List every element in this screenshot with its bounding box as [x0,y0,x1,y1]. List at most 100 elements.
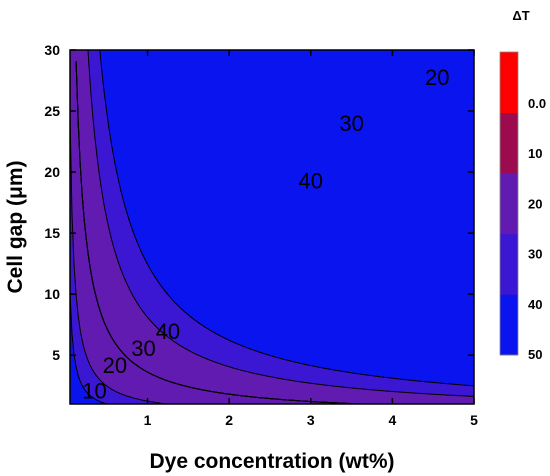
contour-cell [70,88,91,91]
contour-cell [72,188,103,191]
contour-cell [250,348,474,351]
contour-cell [74,254,117,257]
contour-cell [132,230,474,233]
contour-cell [70,254,75,257]
contour-cell [176,302,474,305]
contour-cell [70,382,81,385]
contour-cell [96,148,113,151]
contour-cell [70,338,73,341]
contour-cell [296,380,419,383]
contour-cell [70,238,73,241]
contour-cell [72,182,101,185]
contour-cell [116,166,474,169]
colorbar-band [500,294,518,356]
contour-cell [70,282,77,285]
contour-cell [72,206,105,209]
contour-cell [70,148,97,151]
contour-cell [70,248,75,251]
contour-cell [120,392,415,395]
contour-cell [138,304,179,307]
contour-cell [102,78,474,81]
contour-cell [98,156,115,159]
contour-cell [290,360,474,363]
contour-cell [90,66,103,69]
contour-cell [94,128,111,131]
contour-cell [170,296,474,299]
contour-cell [70,80,91,83]
contour-cell [146,314,189,317]
contour-cell [108,114,474,117]
contour-cell [94,134,111,137]
contour-cell [72,222,109,225]
contour-lines [70,50,474,404]
contour-cell [70,86,91,89]
contour-cell [90,86,105,89]
contour-cell [98,158,115,161]
contour-cell [108,116,474,119]
contour-cell [94,120,109,123]
contour-cell [102,68,474,71]
contour-cell [118,262,147,265]
contour-cell [150,320,197,323]
contour-cell [160,330,213,333]
contour-cell [94,398,139,401]
contour-cell [70,96,93,99]
contour-cell [70,256,75,259]
contour-cell [108,222,131,225]
contour-cell [74,272,123,275]
contour-cell [108,122,474,125]
contour-cell [70,66,91,69]
x-tick-label: 5 [470,412,478,428]
contour-cell [308,382,441,385]
colorbar-frame [499,51,519,356]
contour-cell [70,168,99,171]
plot-frame [69,49,475,405]
contour-cell [116,256,145,259]
contour-cell [118,258,145,261]
contour-cell [136,300,175,303]
contour-cell [90,76,103,79]
contour-cell [108,224,131,227]
contour-cell [88,360,213,363]
contour-cell [84,344,181,347]
contour-cell [92,98,107,101]
contour-cell [132,226,474,229]
contour-cell [114,162,474,165]
contour-cell [102,64,474,67]
contour-cell [272,376,383,379]
contour-cell [70,230,73,233]
contour-cell [70,298,77,301]
contour-cell [72,234,111,237]
colorbar-tick-label: 30 [528,247,542,262]
contour-cell [134,298,173,301]
contour-cell [166,334,219,337]
contour-cell [110,136,474,139]
contour-cell [110,134,474,137]
contour-cell [102,194,123,197]
contour-cell [106,102,474,105]
contour-cell [72,198,105,201]
contour-cell [72,190,103,193]
contour-cell [70,126,95,129]
contour-cell [170,338,227,341]
contour-cell [144,256,474,259]
contour-cell [160,282,474,285]
colorbar-band [500,52,518,113]
contour-cell [70,260,75,263]
contour-cell [80,332,163,335]
contour-cell [70,270,75,273]
contour-cell [92,96,105,99]
contour-cell [72,324,81,327]
contour-cell [110,128,474,131]
contour-cell [114,160,474,163]
contour-cell [134,234,474,237]
contour-cell [72,194,103,197]
contour-cell [72,326,81,329]
contour-cell [90,70,103,73]
contour-cell [70,268,75,271]
contour-cell [100,378,283,381]
contour-cell [72,318,79,321]
contour-cell [90,362,219,365]
contour-cell [76,288,131,291]
contour-cell [96,138,111,141]
